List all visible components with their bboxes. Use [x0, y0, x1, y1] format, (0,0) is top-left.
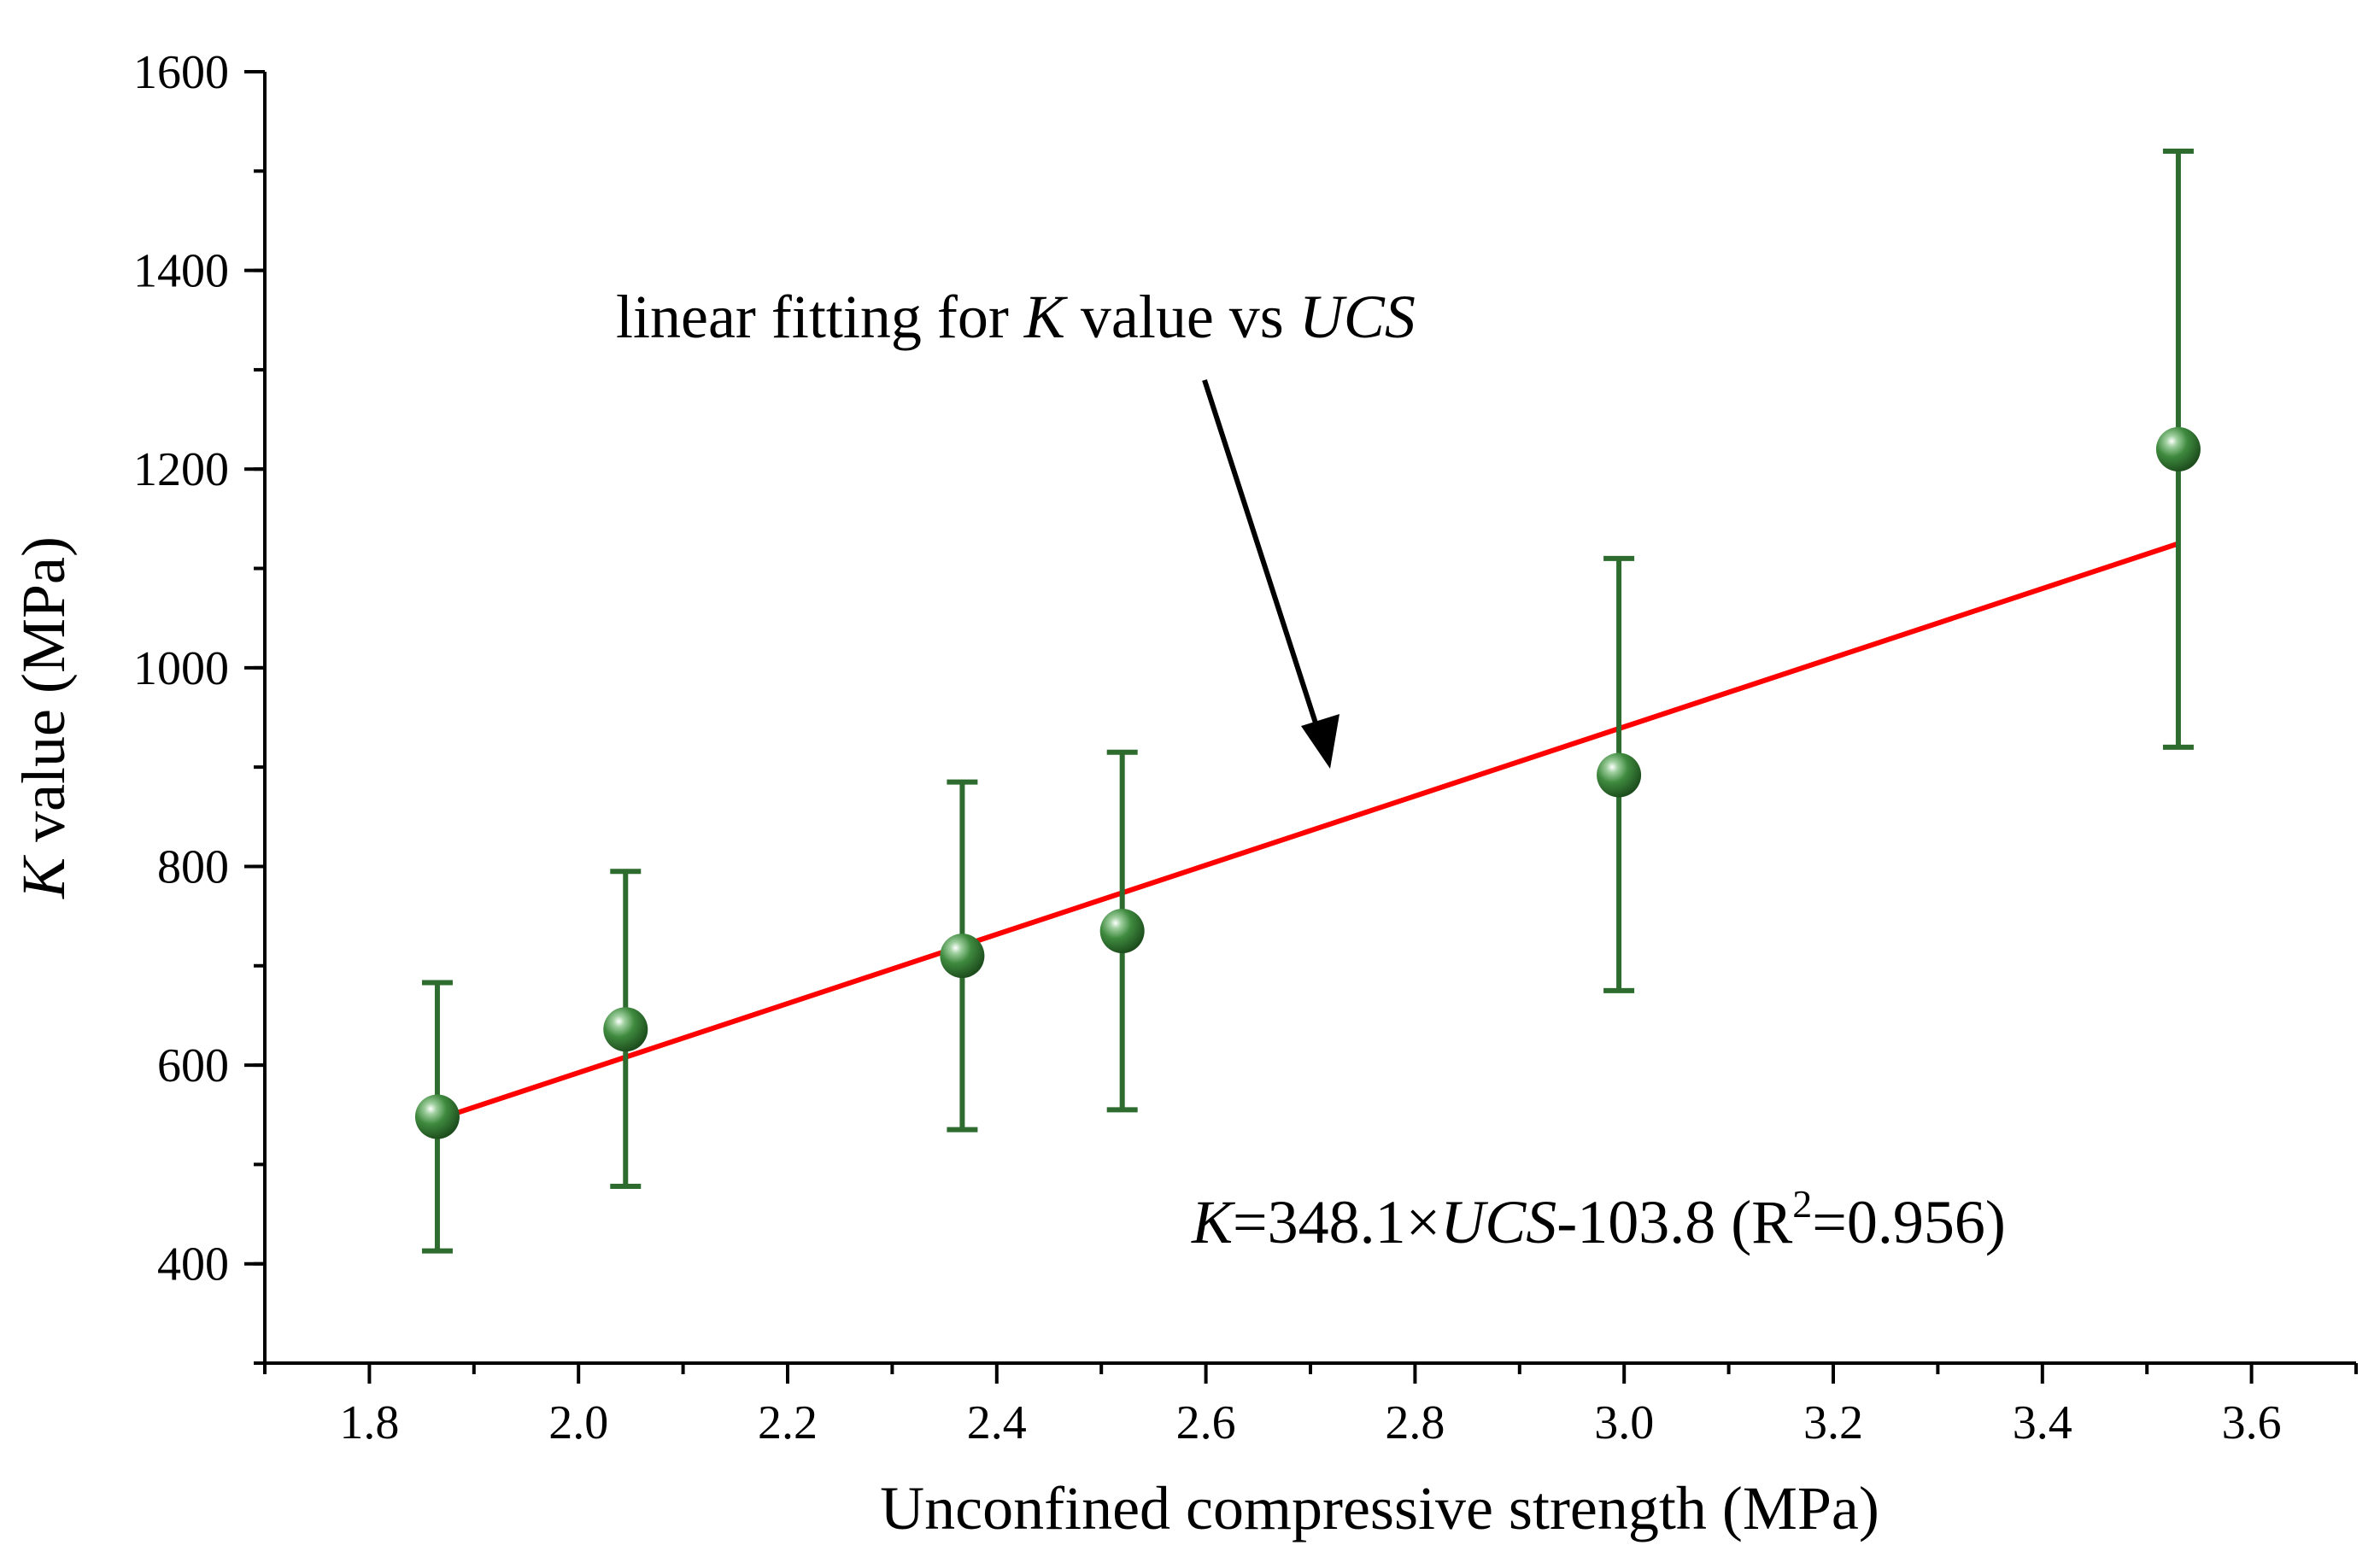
x-tick-label: 1.8	[339, 1396, 399, 1449]
data-marker	[1099, 909, 1145, 954]
y-tick-label: 1000	[133, 642, 229, 695]
x-tick-label: 2.8	[1385, 1396, 1445, 1449]
y-tick-label: 800	[157, 840, 229, 893]
data-marker	[603, 1007, 648, 1052]
fit-layer	[437, 541, 2179, 1122]
ticks	[244, 70, 2358, 1384]
fit-arrow-label: linear fitting for K value vs UCS	[616, 283, 1416, 351]
fit-equation: K=348.1×UCS-103.8 (R2=0.956)	[1191, 1182, 2006, 1256]
data-marker	[2155, 426, 2201, 471]
data-marker	[414, 1094, 460, 1139]
x-tick-label: 3.0	[1594, 1396, 1654, 1449]
data-point	[2155, 149, 2201, 750]
data-layer	[414, 149, 2201, 1254]
data-marker	[940, 934, 985, 979]
y-tick-label: 1400	[133, 245, 229, 298]
x-tick-label: 2.2	[758, 1396, 818, 1449]
fit-line	[437, 541, 2179, 1122]
data-point	[1597, 555, 1642, 993]
data-point	[414, 980, 460, 1254]
tick-labels: 1.8 2.0 2.2 2.4 2.6 2.8 3.0 3.2 3.4 3.6 400 600 800 1…	[133, 46, 2282, 1449]
data-point	[940, 779, 985, 1133]
x-tick-label: 3.6	[2222, 1396, 2282, 1449]
y-tick-label: 400	[157, 1238, 229, 1291]
axes	[263, 72, 2356, 1365]
annotation-arrow	[1202, 379, 1339, 769]
x-tick-label: 2.6	[1176, 1396, 1236, 1449]
y-tick-label: 600	[157, 1039, 229, 1092]
data-point	[1099, 749, 1145, 1113]
x-tick-label: 3.2	[1803, 1396, 1863, 1449]
y-axis-label: K value (MPa)	[9, 536, 78, 899]
y-tick-label: 1200	[133, 443, 229, 496]
y-tick-label: 1600	[133, 46, 229, 99]
x-tick-label: 3.4	[2013, 1396, 2072, 1449]
x-tick-label: 2.0	[548, 1396, 608, 1449]
data-point	[603, 869, 648, 1189]
x-axis-label: Unconfined compressive strength (MPa)	[880, 1474, 1879, 1542]
data-marker	[1597, 752, 1642, 798]
x-tick-label: 2.4	[967, 1396, 1027, 1449]
